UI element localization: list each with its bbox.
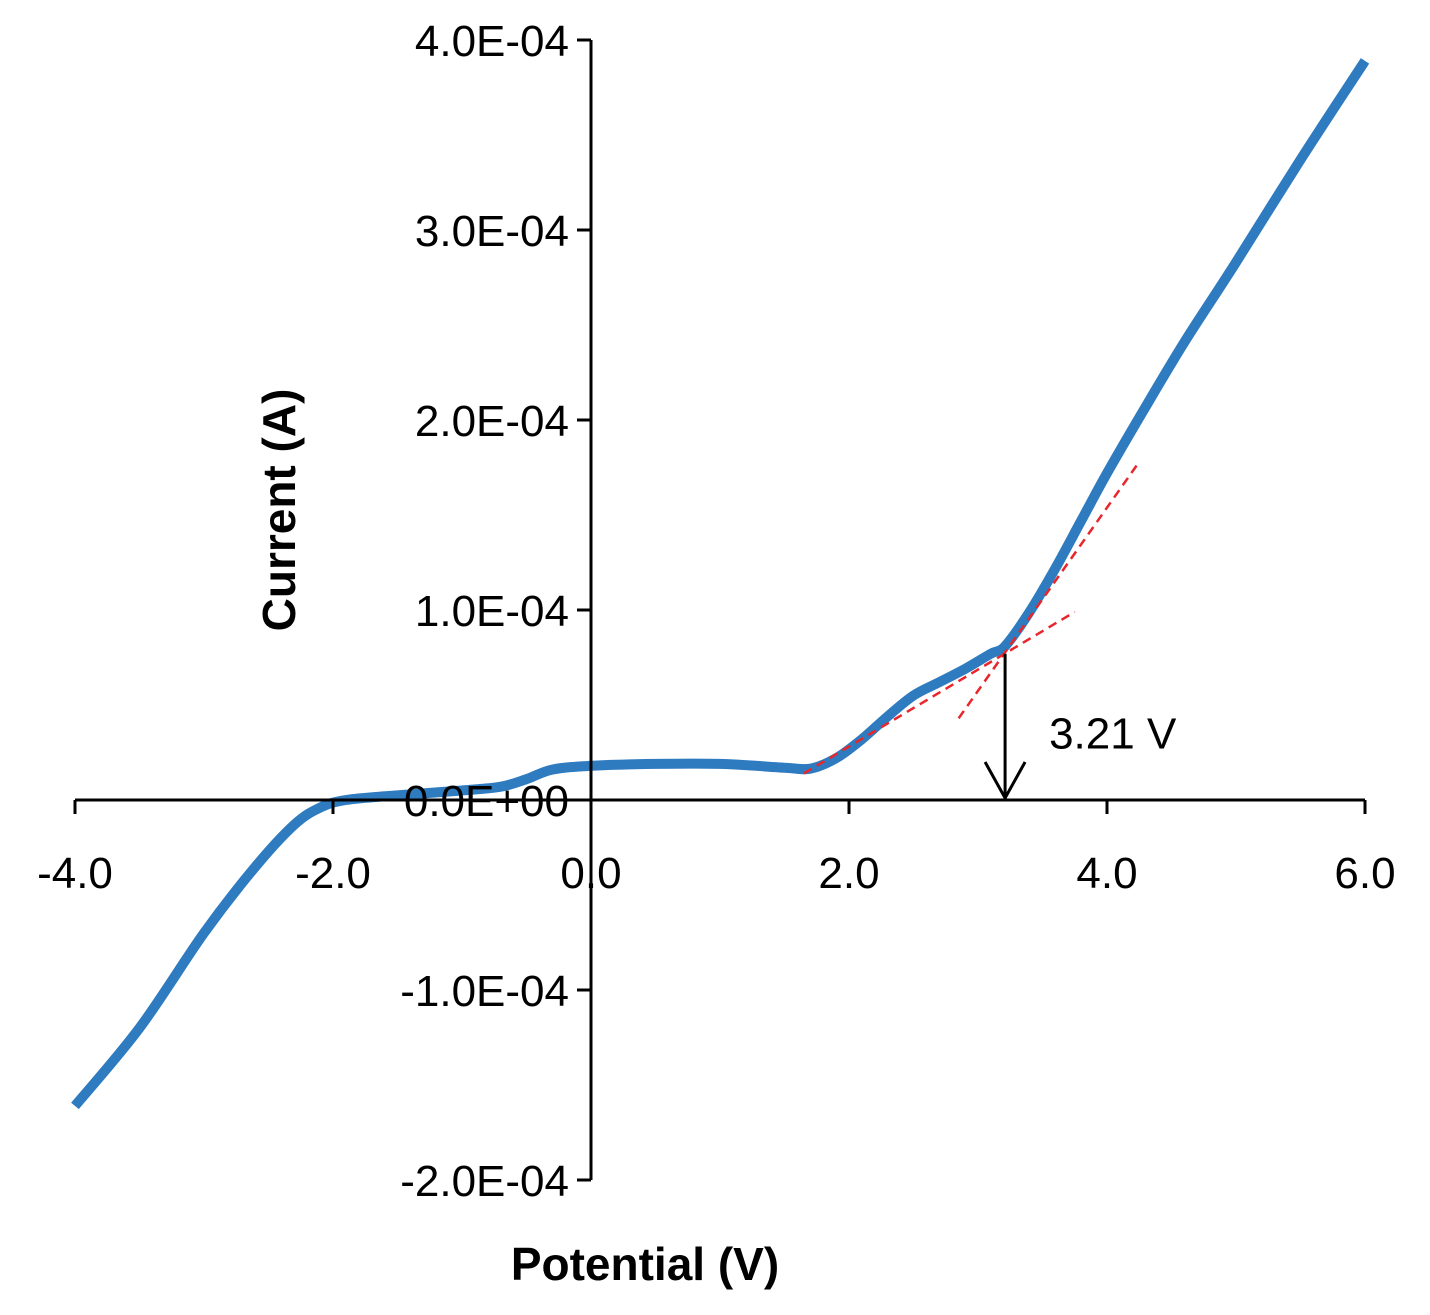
annotation-arrow-head — [983, 761, 1027, 802]
x-tick-label: -2.0 — [295, 849, 371, 898]
y-tick-label: -2.0E-04 — [400, 1157, 569, 1206]
tangent-upper-line — [957, 461, 1141, 720]
x-tick-label: -4.0 — [37, 849, 113, 898]
x-tick-label: 2.0 — [818, 849, 879, 898]
y-tick-label: 4.0E-04 — [415, 17, 569, 66]
axes — [73, 38, 1367, 1182]
y-tick-label: -1.0E-04 — [400, 967, 569, 1016]
y-tick-label: 1.0E-04 — [415, 587, 569, 636]
x-axis-title: Potential (V) — [511, 1238, 779, 1290]
tick-labels: -4.0 -2.0 0.0 2.0 4.0 6.0 4.0E-04 3.0E-04 2.0E-0… — [37, 17, 1396, 1206]
series-line — [71, 58, 1370, 1110]
y-tick-label: 3.0E-04 — [415, 207, 569, 256]
annotation-label: 3.21 V — [1049, 710, 1177, 759]
x-tick-label: 6.0 — [1334, 849, 1395, 898]
annotation: 3.21 V — [983, 653, 1177, 802]
y-axis-title: Current (A) — [253, 389, 305, 632]
x-tick-label: 4.0 — [1076, 849, 1137, 898]
x-tick-label: 0.0 — [560, 849, 621, 898]
tangent-lower-line — [803, 610, 1076, 775]
y-tick-label: 0.0E+00 — [404, 777, 569, 826]
plot-area — [71, 58, 1370, 1110]
y-tick-label: 2.0E-04 — [415, 397, 569, 446]
